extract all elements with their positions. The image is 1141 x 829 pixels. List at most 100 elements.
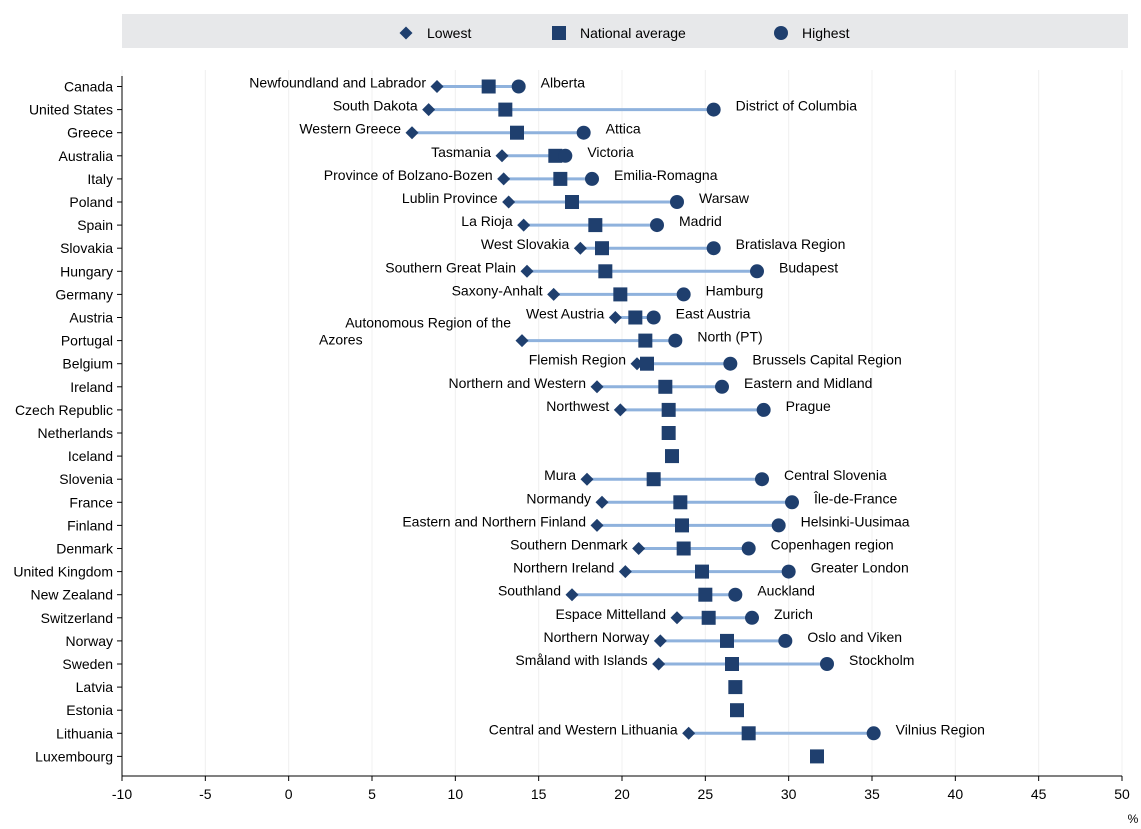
lowest-marker [580,472,594,486]
average-marker [640,356,654,371]
average-marker [730,703,744,718]
x-tick-label: 50 [1114,786,1130,802]
lowest-marker [670,611,684,625]
highest-marker [781,564,796,579]
row-hungary: Hungary Southern Great Plain Budapest [60,259,838,279]
country-label: Lithuania [56,725,113,741]
average-marker [628,310,643,325]
lowest-region-label: Småland with Islands [515,652,647,668]
average-marker [598,264,613,279]
lowest-marker [422,103,436,117]
lowest-region-label: Flemish Region [529,352,626,368]
row-luxembourg: Luxembourg [35,748,824,764]
average-marker [676,541,691,556]
highest-marker [585,171,599,186]
highest-region-label: East Austria [676,306,751,322]
country-label: Poland [69,194,113,210]
average-marker [675,518,689,533]
legend-box [122,14,1128,48]
row-austria: Austria West Austria East Austria [69,306,750,326]
row-norway: Norway Northern Norway Oslo and Viken [66,629,903,649]
lowest-region-label: Eastern and Northern Finland [402,513,586,529]
lowest-marker [613,403,627,417]
row-iceland: Iceland [68,448,679,464]
average-marker [728,680,743,695]
highest-region-label: Budapest [779,259,838,275]
highest-marker [723,356,738,371]
highest-marker [715,379,729,394]
average-marker [548,148,563,163]
lowest-region-label: Central and Western Lithuania [489,721,678,737]
lowest-region-label: Southland [498,583,561,599]
lowest-marker [520,264,534,278]
country-label: Netherlands [38,425,114,441]
highest-region-label: Brussels Capital Region [752,352,901,368]
lowest-region-label: Northern Norway [544,629,650,645]
highest-region-label: Stockholm [849,652,914,668]
row-czech-republic: Czech Republic Northwest Prague [15,398,831,418]
x-tick-label: 10 [448,786,464,802]
highest-marker [576,125,591,140]
highest-marker [755,472,769,487]
lowest-region-label: Autonomous Region of the Azores [319,315,511,348]
lowest-marker [653,634,667,648]
legend-label: National average [580,25,686,41]
lowest-marker [515,334,529,348]
lowest-region-label: La Rioja [461,213,513,229]
highest-region-label: Auckland [757,583,815,599]
highest-region-label: Alberta [541,75,586,91]
x-tick-label: -5 [199,786,212,802]
highest-marker [706,102,721,117]
row-denmark: Denmark Southern Denmark Copenhagen region [56,537,893,557]
highest-marker [650,218,664,233]
average-marker [701,610,716,625]
country-label: Norway [66,633,113,649]
lowest-region-label: Tasmania [431,144,491,160]
highest-marker [646,310,661,325]
highest-region-label: Central Slovenia [784,467,887,483]
row-latvia: Latvia [76,679,743,695]
country-label: France [69,494,113,510]
highest-marker [741,541,756,556]
highest-marker [558,148,573,163]
lowest-region-label: Northwest [546,398,609,414]
highest-marker [820,657,834,671]
row-slovenia: Slovenia Mura Central Slovenia [59,467,887,487]
average-marker [741,726,756,741]
average-marker [595,241,609,256]
average-marker [810,749,824,764]
country-label: Switzerland [41,610,113,626]
average-marker [695,564,709,579]
row-poland: Poland Lublin Province Warsaw [69,190,750,210]
country-label: United Kingdom [13,564,113,580]
highest-marker [728,587,743,602]
country-label: Denmark [56,541,114,557]
lowest-region-label: Southern Denmark [510,537,629,553]
highest-marker [706,241,721,256]
highest-marker [745,610,759,625]
row-switzerland: Switzerland Espace Mittelland Zurich [41,606,813,626]
lowest-marker [632,542,646,555]
row-spain: Spain La Rioja Madrid [77,213,722,233]
lowest-marker [573,241,587,255]
average-marker [665,449,679,464]
average-marker [510,125,524,140]
highest-region-label: Copenhagen region [771,537,894,553]
average-marker [588,218,603,233]
highest-region-label: Zurich [774,606,813,622]
highest-marker [778,633,793,648]
lowest-region-label: Espace Mittelland [555,606,666,622]
average-marker [673,495,688,510]
highest-region-label: Emilia-Romagna [614,167,718,183]
lowest-marker [495,149,509,163]
row-sweden: Sweden Småland with Islands Stockholm [62,652,914,672]
country-label: Iceland [68,448,113,464]
lowest-marker [682,726,696,740]
lowest-marker [405,126,419,140]
country-label: Austria [69,310,113,326]
highest-marker [756,402,771,417]
row-slovakia: Slovakia West Slovakia Bratislava Region [60,236,845,256]
lowest-marker [517,218,531,232]
